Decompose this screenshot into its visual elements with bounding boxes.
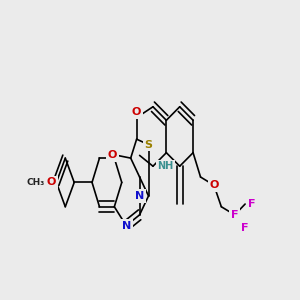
Text: F: F (242, 224, 249, 233)
Text: N: N (135, 191, 144, 201)
Text: O: O (108, 150, 117, 161)
Text: F: F (248, 199, 256, 209)
Text: N: N (122, 221, 131, 231)
Text: O: O (132, 107, 141, 117)
Text: O: O (209, 180, 219, 190)
Text: F: F (231, 210, 238, 220)
Text: S: S (145, 140, 152, 150)
Text: CH₃: CH₃ (26, 178, 44, 187)
Text: O: O (47, 177, 56, 188)
Text: NH: NH (158, 161, 174, 171)
